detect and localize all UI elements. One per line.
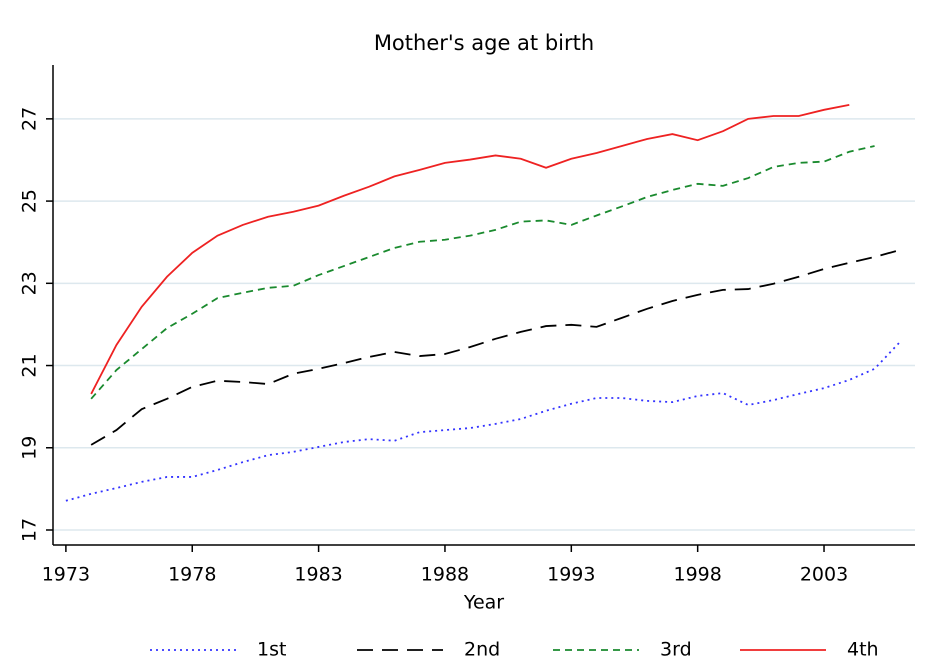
legend-label: 1st <box>257 639 286 661</box>
legend-label: 2nd <box>464 639 500 661</box>
series-line <box>90 249 901 446</box>
series-line <box>90 103 850 395</box>
y-tick-label: 17 <box>19 518 41 542</box>
x-tick-label: 1973 <box>42 564 90 586</box>
y-tick-label: 23 <box>19 271 41 295</box>
chart-title: Mother's age at birth <box>374 31 594 55</box>
x-axis-label: Year <box>463 592 504 614</box>
legend-label: 4th <box>847 639 879 661</box>
x-tick-label: 1988 <box>421 564 469 586</box>
x-tick-label: 1998 <box>673 564 721 586</box>
y-tick-label: 27 <box>19 107 41 131</box>
x-tick-label: 2003 <box>800 564 848 586</box>
legend-label: 3rd <box>660 639 692 661</box>
x-tick-label: 1983 <box>294 564 342 586</box>
series-line <box>90 145 875 400</box>
x-tick-label: 1993 <box>547 564 595 586</box>
x-tick-label: 1978 <box>168 564 216 586</box>
y-tick-label: 19 <box>19 436 41 460</box>
series-line <box>65 341 901 502</box>
y-tick-label: 21 <box>19 353 41 377</box>
y-tick-label: 25 <box>19 189 41 213</box>
